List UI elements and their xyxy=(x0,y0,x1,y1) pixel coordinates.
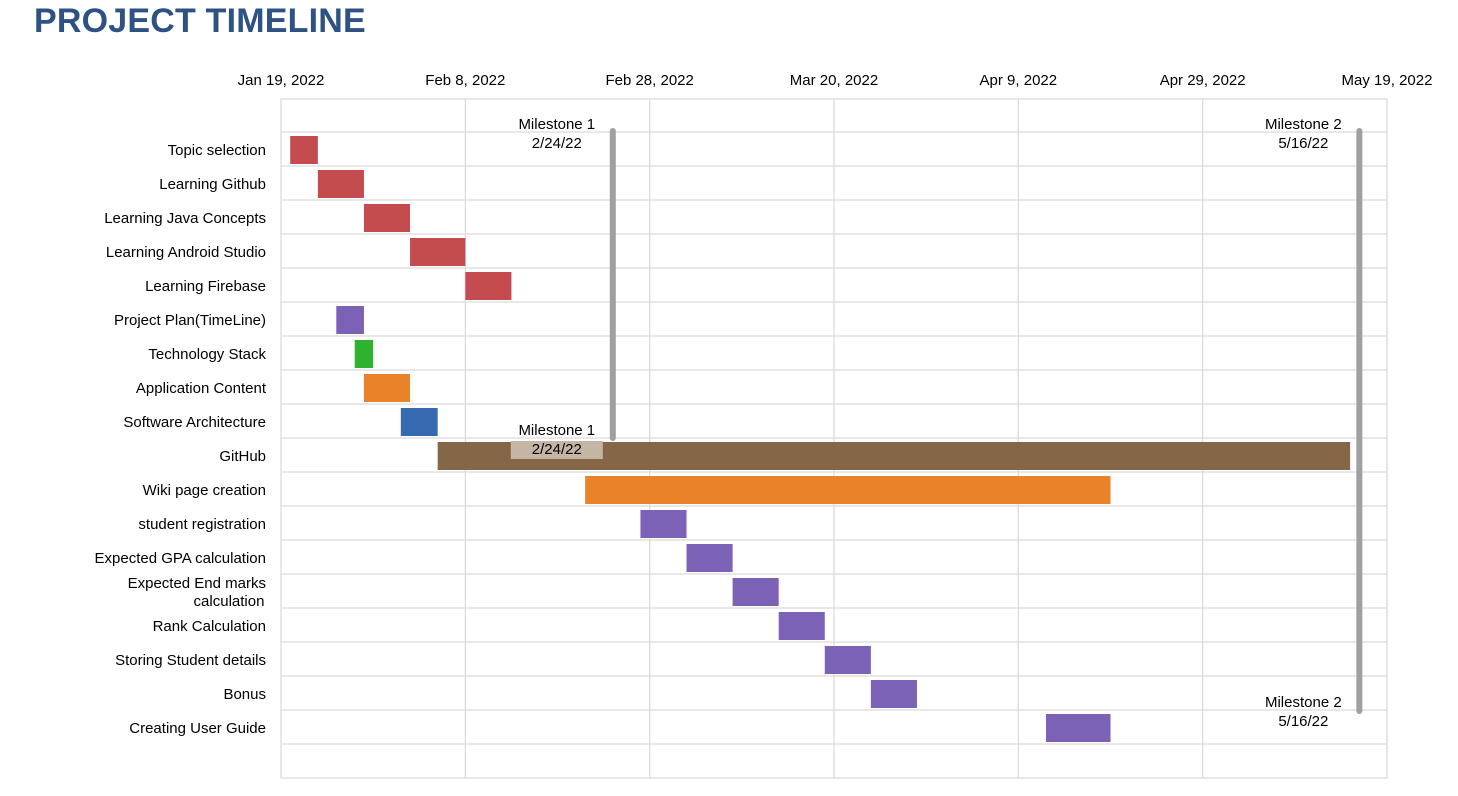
task-bar xyxy=(363,204,411,232)
milestone-name: Milestone 1 xyxy=(518,116,595,133)
x-tick-label: Feb 8, 2022 xyxy=(425,72,505,89)
task-label: Learning Github xyxy=(159,176,266,193)
task-label: Technology Stack xyxy=(148,346,266,363)
task-bar xyxy=(290,136,318,164)
task-bar xyxy=(354,340,374,368)
x-tick-label: Mar 20, 2022 xyxy=(790,72,878,89)
task-label: Wiki page creation xyxy=(143,482,266,499)
task-bar xyxy=(732,578,779,606)
task-bar xyxy=(640,510,687,538)
task-label: Application Content xyxy=(136,380,267,397)
task-label: Project Plan(TimeLine) xyxy=(114,312,266,329)
task-label: Expected GPA calculation xyxy=(95,550,267,567)
milestone-name: Milestone 1 xyxy=(518,422,595,439)
task-label: Learning Java Concepts xyxy=(104,210,266,227)
task-labels: Topic selection Learning Github Learning J… xyxy=(95,142,267,737)
grid xyxy=(280,98,1388,779)
task-bar xyxy=(585,476,1111,504)
task-bars xyxy=(290,136,1351,742)
milestone-date: 5/16/22 xyxy=(1278,713,1328,730)
task-label: Bonus xyxy=(223,686,266,703)
task-label: Expected End marks calculation xyxy=(128,575,266,610)
task-label: Learning Android Studio xyxy=(106,244,266,261)
task-label: Creating User Guide xyxy=(129,720,266,737)
milestone-date: 5/16/22 xyxy=(1278,135,1328,152)
milestone-label-box xyxy=(510,441,603,459)
milestone-date: 2/24/22 xyxy=(532,135,582,152)
x-tick-label: May 19, 2022 xyxy=(1342,72,1433,89)
task-bar xyxy=(317,170,364,198)
task-bar xyxy=(465,272,512,300)
milestones: Milestone 1 2/24/22 Milestone 1 2/24/22 Mile… xyxy=(510,116,1363,730)
x-tick-label: Jan 19, 2022 xyxy=(238,72,325,89)
milestone-date: 2/24/22 xyxy=(532,441,582,458)
task-label: Storing Student details xyxy=(115,652,266,669)
x-tick-label: Apr 9, 2022 xyxy=(980,72,1058,89)
task-bar xyxy=(336,306,364,334)
task-bar xyxy=(363,374,411,402)
task-label: GitHub xyxy=(219,448,266,465)
x-tick-label: Feb 28, 2022 xyxy=(605,72,693,89)
task-label: student registration xyxy=(138,516,266,533)
page-title: PROJECT TIMELINE xyxy=(34,2,366,40)
x-axis-ticks: Jan 19, 2022 Feb 8, 2022 Feb 28, 2022 Mar 2… xyxy=(238,72,1433,89)
milestone-name: Milestone 2 xyxy=(1265,694,1342,711)
task-label: Learning Firebase xyxy=(145,278,266,295)
task-bar xyxy=(778,612,825,640)
x-tick-label: Apr 29, 2022 xyxy=(1160,72,1246,89)
task-label: Software Architecture xyxy=(123,414,266,431)
task-label: Rank Calculation xyxy=(153,618,266,635)
task-bar xyxy=(410,238,466,266)
task-bar xyxy=(686,544,733,572)
milestone-name: Milestone 2 xyxy=(1265,116,1342,133)
task-bar xyxy=(1045,714,1111,742)
task-label: Topic selection xyxy=(168,142,266,159)
task-bar xyxy=(870,680,917,708)
task-bar xyxy=(400,408,438,436)
task-bar xyxy=(824,646,871,674)
